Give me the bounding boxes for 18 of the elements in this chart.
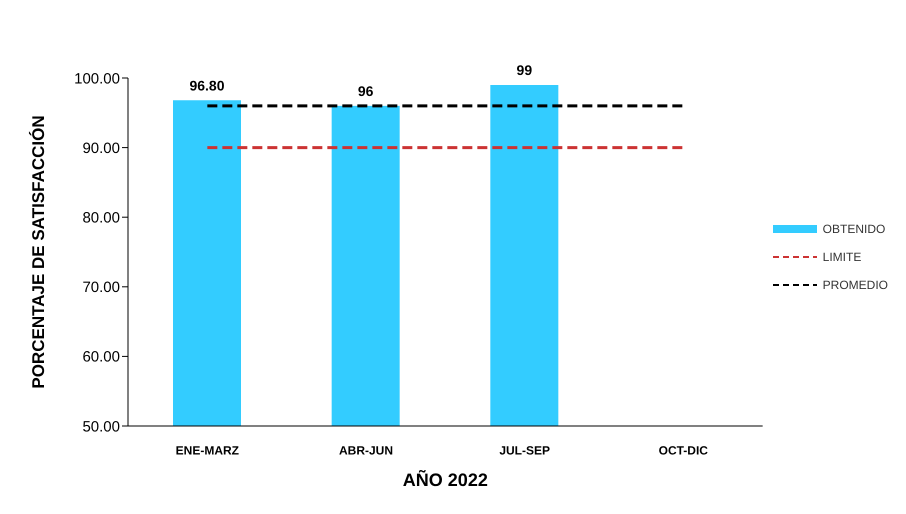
x-tick-label: ABR-JUN (338, 444, 393, 458)
y-tick-label: 70.00 (82, 279, 120, 296)
legend-label: OBTENIDO (822, 222, 886, 236)
legend-label: PROMEDIO (822, 278, 888, 292)
data-label: 99 (516, 62, 532, 78)
y-tick-label: 90.00 (82, 140, 120, 157)
legend-label: LIMITE (822, 250, 862, 264)
y-tick-label: 100.00 (74, 70, 120, 88)
y-tick-label: 50.00 (82, 418, 120, 436)
data-label: 96.80 (189, 77, 225, 94)
x-tick-label: ENE-MARZ (176, 444, 239, 458)
y-axis-title: PORCENTAJE DE SATISFACCIÓN (28, 115, 48, 389)
data-label: 96 (358, 82, 374, 99)
x-tick-label: JUL-SEP (499, 444, 550, 458)
x-tick-label: OCT-DIC (658, 444, 708, 458)
y-tick-label: 80.00 (82, 210, 120, 227)
y-tick-label: 60.00 (82, 348, 120, 366)
x-axis-title: AÑO 2022 (402, 469, 488, 490)
